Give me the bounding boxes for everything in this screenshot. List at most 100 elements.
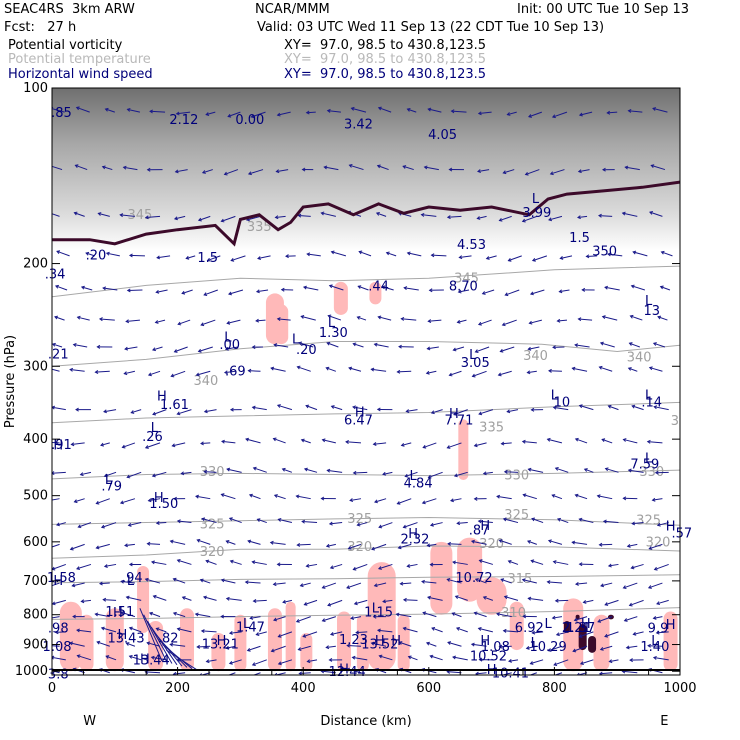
wind-number-label: 9.9 — [648, 622, 669, 637]
wind-vector-head — [223, 370, 228, 375]
wind-vector-head — [277, 634, 282, 638]
wind-vector — [298, 342, 314, 348]
wind-vector-head — [226, 320, 231, 325]
wind-vector-head — [347, 545, 352, 550]
wind-vector-head — [276, 404, 281, 408]
wind-vector-head — [102, 597, 107, 602]
wind-vector — [227, 672, 236, 675]
wind-vector-head — [454, 595, 459, 599]
wind-vector — [609, 659, 619, 663]
wind-vector-head — [426, 346, 431, 351]
wind-vector — [202, 169, 213, 174]
wind-value-label: 1.15 — [364, 606, 393, 621]
wind-vector — [100, 442, 110, 446]
wind-vector-head — [220, 578, 225, 583]
wind-vector-head — [478, 559, 483, 563]
wind-vector — [326, 367, 337, 372]
wind-vector — [176, 111, 191, 115]
wind-vector-head — [504, 292, 509, 297]
wind-vector-head — [373, 342, 378, 347]
wind-vector — [404, 287, 419, 291]
wind-number-label: .20 — [296, 343, 317, 358]
wind-vector-head — [649, 211, 653, 215]
wind-vector — [427, 596, 443, 601]
wind-vector — [322, 439, 336, 444]
pv-blob — [79, 614, 94, 672]
wind-vector-head — [477, 169, 481, 174]
isentrope-345 — [52, 265, 680, 298]
wind-vector-head — [205, 659, 210, 664]
wind-value-label: 12.44 — [329, 665, 366, 680]
wind-vector-head — [625, 645, 630, 650]
wind-vector — [530, 289, 545, 295]
wind-vector-head — [276, 112, 281, 117]
wind-vector-head — [547, 539, 552, 544]
wind-vector-head — [506, 409, 511, 414]
wind-value-label: 13.43 — [107, 631, 144, 646]
wind-vector — [329, 285, 344, 291]
wind-vector — [81, 599, 91, 603]
wind-vector-head — [376, 164, 381, 169]
isentrope-label: 340 — [193, 374, 218, 389]
wind-vector — [127, 108, 141, 113]
wind-vector — [504, 596, 519, 601]
wind-vector-head — [327, 602, 332, 607]
wind-vector — [479, 559, 494, 565]
wind-vector-head — [497, 372, 502, 377]
y-tick-label: 600 — [23, 535, 48, 550]
wind-vector — [76, 563, 92, 570]
wind-vector-head — [456, 521, 461, 526]
wind-vector-head — [602, 519, 607, 524]
wind-vector-head — [422, 444, 427, 449]
isentrope-label: 320 — [200, 545, 225, 560]
wind-vector-head — [373, 583, 378, 588]
wind-vector — [507, 409, 519, 413]
wind-vector — [173, 578, 186, 584]
wind-vector-head — [600, 583, 605, 588]
isentrope-label: 315 — [507, 572, 532, 587]
wind-vector-head — [403, 286, 408, 291]
wind-vector-head — [406, 564, 411, 568]
wind-vector-head — [500, 441, 505, 446]
wind-vector-head — [599, 341, 604, 346]
wind-vector — [382, 599, 393, 603]
wind-vector-head — [252, 466, 257, 471]
pv-blob — [593, 614, 610, 672]
wind-vector-head — [251, 345, 256, 350]
wind-vector-head — [574, 343, 579, 348]
wind-extremum-L: L — [531, 636, 539, 651]
wind-vector-head — [69, 367, 74, 372]
wind-vector — [278, 659, 293, 665]
wind-vector-head — [274, 215, 279, 220]
wind-vector-head — [305, 110, 310, 115]
wind-vector-head — [144, 577, 149, 582]
wind-vector-head — [601, 315, 606, 320]
wind-vector — [231, 255, 246, 262]
wind-vector — [248, 169, 264, 175]
wind-vector-head — [548, 368, 552, 373]
field-name-theta: Potential temperature — [8, 52, 151, 67]
wind-vector — [406, 409, 418, 412]
wind-vector — [631, 285, 645, 291]
wind-vector — [326, 645, 336, 648]
wind-number-label: 4.05 — [428, 128, 457, 143]
wind-number-label: .98 — [48, 622, 69, 637]
wind-vector-head — [272, 437, 277, 442]
wind-vector — [628, 110, 643, 113]
wind-vector-head — [297, 213, 302, 218]
wind-vector — [177, 520, 192, 524]
wind-vector — [253, 467, 267, 473]
wind-vector-head — [197, 217, 202, 222]
wind-number-label: 1.08 — [481, 640, 510, 655]
wind-vector-head — [521, 439, 526, 444]
wind-vector-head — [353, 601, 358, 606]
wind-vector — [152, 409, 167, 415]
wind-vector-head — [325, 645, 330, 650]
wind-vector — [605, 599, 619, 606]
wind-vector-head — [529, 291, 534, 296]
wind-vector-head — [346, 643, 351, 648]
wind-vector — [374, 498, 387, 503]
wind-vector-strong — [139, 608, 163, 662]
wind-vector — [630, 315, 643, 321]
wind-vector — [357, 316, 367, 321]
